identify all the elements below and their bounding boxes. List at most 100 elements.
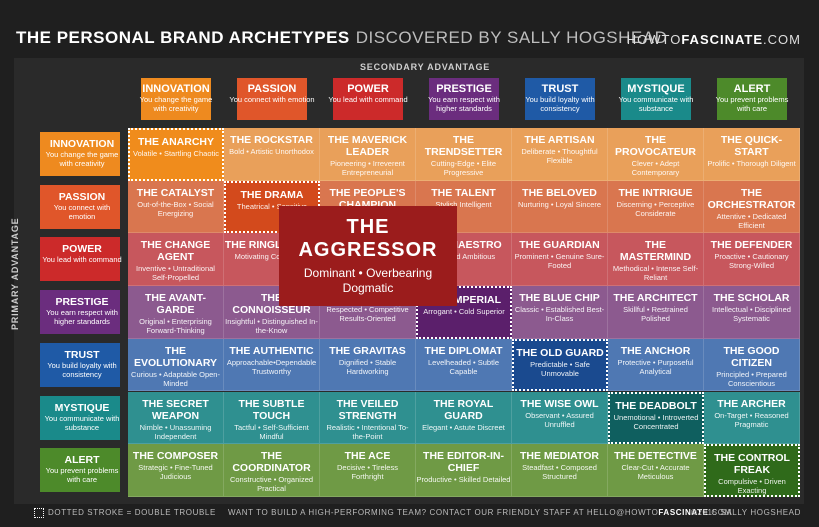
title-main: THE PERSONAL BRAND ARCHETYPES — [16, 28, 350, 47]
archetype-name: THE TALENT — [431, 186, 496, 199]
archetype-cell: THE ARTISAN Deliberate • Thoughtful Flexi… — [512, 128, 608, 181]
archetype-name: THE ANCHOR — [620, 344, 691, 357]
row-header-trust: TRUST You build loyalty with consistency — [40, 342, 124, 387]
popup-desc2: Dogmatic — [342, 281, 394, 295]
row-header-desc: You change the game with creativity — [45, 150, 119, 168]
archetype-cell: THE COMPOSER Strategic • Fine-Tuned Judic… — [128, 444, 224, 497]
archetype-cell: THE SUBTLE TOUCH Tactful • Self-Sufficien… — [224, 391, 320, 445]
archetype-cell: THE COORDINATOR Constructive • Organized … — [224, 444, 320, 497]
site-link[interactable]: HOWTOFASCINATE.COM — [627, 32, 801, 47]
archetype-cell: THE ORCHESTRATOR Attentive • Dedicated Ef… — [704, 180, 800, 234]
archetype-traits: Discerning • Perceptive Considerate — [616, 199, 695, 218]
column-header-bg — [237, 78, 307, 120]
archetype-cell: THE GRAVITAS Dignified • Stable Hardworki… — [320, 338, 416, 392]
archetype-traits: Insightful • Distinguished In-the-Know — [225, 317, 318, 336]
column-header-bg — [717, 78, 787, 120]
archetype-cell: THE SCHOLAR Intellectual • Disciplined Sy… — [704, 286, 800, 339]
row-header-name: INNOVATION — [49, 138, 115, 150]
row-header-bg — [40, 184, 120, 229]
archetype-traits: Curious • Adaptable Open-Minded — [131, 369, 220, 388]
archetype-name: THE DEADBOLT — [615, 399, 697, 412]
column-header-name: PRESTIGE — [436, 83, 492, 95]
archetype-name: THE BLUE CHIP — [519, 292, 600, 305]
archetype-cell: THE MAVERICK LEADER Pioneering • Irrevere… — [320, 128, 416, 181]
archetype-name: THE ARCHITECT — [613, 292, 698, 305]
row-header-mystique: MYSTIQUE You communicate with substance — [40, 395, 124, 440]
archetype-name: THE AVANT-GARDE — [144, 292, 207, 317]
archetype-traits: Nimble • Unassuming Independent — [139, 422, 212, 441]
archetype-name: THE GRAVITAS — [329, 344, 406, 357]
archetype-name: THE ARCHER — [717, 397, 786, 410]
archetype-traits: Decisive • Tireless Forthright — [337, 463, 398, 482]
archetype-cell: THE CATALYST Out-of-the-Box • Social Ener… — [128, 180, 224, 234]
archetype-traits: Elegant • Astute Discreet — [422, 422, 505, 432]
archetype-traits: Observant • Assured Unruffled — [525, 410, 594, 429]
archetype-cell: THE DETECTIVE Clear-Cut • Accurate Meticu… — [608, 444, 704, 497]
archetype-traits: Prominent • Genuine Sure-Footed — [514, 252, 605, 271]
archetype-traits: Predictable • Safe Unmovable — [530, 359, 590, 378]
column-header-name: INNOVATION — [142, 83, 210, 95]
popup-title-line2: AGGRESSOR — [298, 239, 438, 261]
popup-desc1: Dominant • Overbearing — [303, 266, 433, 280]
archetype-cell: THE ANCHOR Protective • Purposeful Analyt… — [608, 338, 704, 392]
row-header-bg — [40, 290, 120, 335]
archetype-name: THE COORDINATOR — [232, 450, 311, 475]
archetype-cell: THE AVANT-GARDE Original • Enterprising F… — [128, 286, 224, 339]
row-header-desc: You connect with emotion — [53, 202, 111, 221]
row-header-bg — [40, 395, 120, 440]
archetype-name: THE GOOD CITIZEN — [723, 344, 780, 369]
archetype-traits: Strategic • Fine-Tuned Judicious — [138, 463, 213, 482]
archetype-traits: Compulsive • Driven Exacting — [718, 477, 786, 496]
archetype-cell: THE INTRIGUE Discerning • Perceptive Cons… — [608, 180, 704, 234]
archetype-traits: Protective • Purposeful Analytical — [617, 357, 694, 376]
archetype-traits: Unemotional • Introverted Concentrated — [613, 412, 699, 431]
row-header-bg — [40, 448, 120, 493]
footer-cta[interactable]: WANT TO BUILD A HIGH-PERFORMING TEAM? CO… — [228, 508, 732, 517]
column-header-bg — [621, 78, 691, 120]
archetype-traits: Pioneering • Irreverent Entrepreneurial — [330, 159, 405, 177]
column-header-prestige: PRESTIGE You earn respect with higher sta… — [421, 78, 507, 120]
row-header-power: POWER You lead with command — [40, 237, 124, 282]
archetype-cell: THE CHANGE AGENT Inventive • Untraditiona… — [128, 233, 224, 287]
footer-copyright: ©2015 SALLY HOGSHEAD — [690, 508, 801, 517]
archetype-traits: Attentive • Dedicated Efficient — [716, 211, 787, 230]
archetype-name: THE CHANGE AGENT — [140, 239, 211, 264]
archetype-cell: THE BLUE CHIP Classic • Established Best-… — [512, 286, 608, 339]
primary-axis-label: PRIMARY ADVANTAGE — [10, 217, 20, 330]
archetype-cell: THE DEFENDER Proactive • Cautionary Stron… — [704, 233, 800, 287]
popup-desc: Dominant • Overbearing Dogmatic — [279, 266, 457, 296]
row-header-bg — [40, 237, 120, 282]
column-header-desc: You change the game with creativity — [139, 95, 213, 113]
column-header-bg — [141, 78, 211, 120]
row-header-name: POWER — [62, 243, 102, 256]
column-header-name: ALERT — [733, 83, 771, 95]
site-post: .COM — [763, 32, 801, 47]
archetype-traits: Motivating Compelling — [234, 252, 309, 262]
column-header-power: POWER You lead with command — [325, 78, 411, 120]
secondary-axis-label: SECONDARY ADVANTAGE — [360, 62, 491, 72]
archetype-name: THE ANARCHY — [137, 136, 215, 148]
archetype-name: THE MEDIATOR — [520, 450, 599, 463]
row-header-desc: You lead with command — [42, 255, 122, 265]
archetype-cell: THE TRENDSETTER Cutting-Edge • Elite Prog… — [416, 128, 512, 181]
archetype-traits: On-Target • Reasoned Pragmatic — [714, 410, 789, 429]
archetype-traits: Realistic • Intentional To-the-Point — [326, 422, 409, 441]
column-header-desc: You earn respect with higher standards — [428, 95, 500, 113]
archetype-name: THE EDITOR-IN-CHIEF — [423, 450, 504, 475]
archetype-traits: Stylish Intelligent — [435, 199, 492, 209]
site-pre: HOWTO — [626, 32, 682, 47]
archetype-name: THE TRENDSETTER — [424, 134, 503, 158]
archetype-cell: THE GOOD CITIZEN Principled • Prepared Co… — [704, 338, 800, 392]
archetype-traits: Constructive • Organized Practical — [229, 475, 314, 494]
archetype-traits: Intellectual • Disciplined Systematic — [712, 305, 791, 324]
archetype-name: THE SUBTLE TOUCH — [238, 397, 305, 422]
archetype-name: THE VEILED STRENGTH — [336, 397, 399, 422]
archetype-cell: THE DIPLOMAT Levelheaded • Subtle Capable — [416, 338, 512, 392]
archetype-name: THE EVOLUTIONARY — [133, 344, 218, 369]
archetype-traits: Clear-Cut • Accurate Meticulous — [621, 463, 690, 482]
archetype-traits: Clever • Adept Contemporary — [631, 159, 680, 177]
column-header-desc: You prevent problems with care — [715, 95, 789, 113]
archetype-name: THE ROCKSTAR — [230, 134, 313, 146]
archetype-name: THE AUTHENTIC — [229, 344, 314, 357]
row-header-passion: PASSION You connect with emotion — [40, 184, 124, 229]
